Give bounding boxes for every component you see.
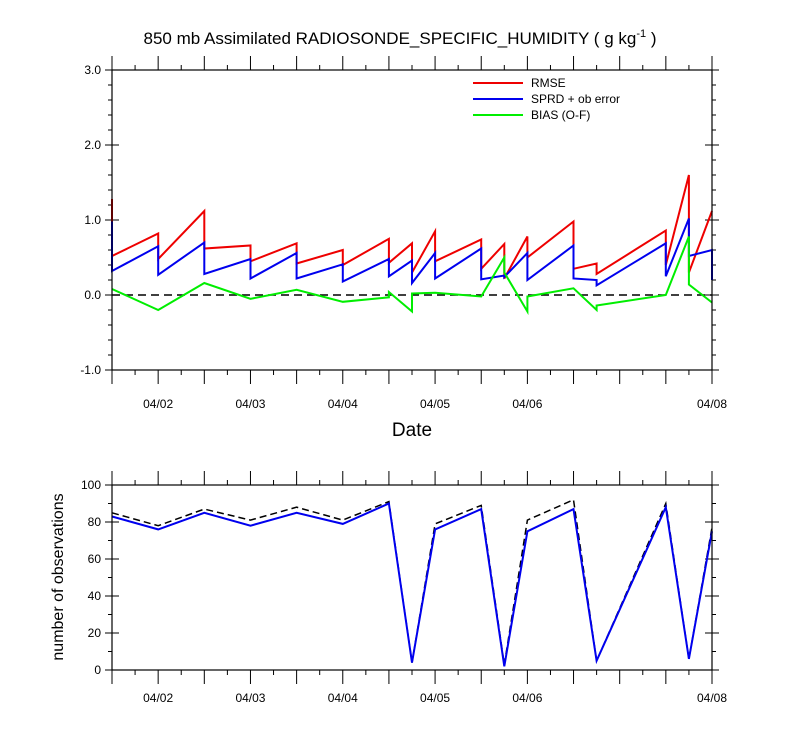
bottom-x-tick-label: 04/05 <box>420 691 450 705</box>
top-y-tick-label: 1.0 <box>84 213 101 227</box>
top-axis-ticks <box>105 56 719 384</box>
x-axis-label: Date <box>392 420 432 441</box>
bottom-x-tick-label: 04/08 <box>697 691 727 705</box>
top-plot-frame <box>111 69 713 371</box>
legend-label-bias: BIAS (O-F) <box>531 108 590 122</box>
series-line-sprd <box>111 218 713 288</box>
top-x-tick-label: 04/02 <box>143 397 173 411</box>
bottom-x-tick-label: 04/04 <box>328 691 358 705</box>
chart-title-text: 850 mb Assimilated RADIOSONDE_SPECIFIC_H… <box>144 29 637 48</box>
bottom-y-tick-label: 20 <box>88 626 102 640</box>
bottom-axis-labels: 0 20 40 60 80 100 04/02 04/03 04/04 04/05 04/06 04/… <box>81 478 727 705</box>
top-x-tick-label: 04/06 <box>512 397 542 411</box>
bottom-x-tick-label: 04/02 <box>143 691 173 705</box>
bottom-y-tick-label: 40 <box>88 589 102 603</box>
top-y-tick-label: 0.0 <box>84 288 101 302</box>
bottom-x-tick-label: 04/06 <box>512 691 542 705</box>
legend-label-rmse: RMSE <box>531 76 566 90</box>
top-axis-labels: -1.0 0.0 1.0 2.0 3.0 04/02 04/03 04/04 04/05 04/0… <box>80 63 727 411</box>
bottom-y-tick-label: 100 <box>81 478 101 492</box>
top-y-tick-label: -1.0 <box>80 363 101 377</box>
legend-label-sprd: SPRD + ob error <box>531 92 620 106</box>
chart-title-end: ) <box>646 29 656 48</box>
bottom-y-tick-label: 80 <box>88 515 102 529</box>
top-x-tick-label: 04/08 <box>697 397 727 411</box>
top-plot-series <box>111 174 713 316</box>
bottom-plot-frame <box>111 484 713 671</box>
series-line-bias <box>111 236 713 316</box>
top-y-tick-label: 3.0 <box>84 63 101 77</box>
chart-title: 850 mb Assimilated RADIOSONDE_SPECIFIC_H… <box>144 28 657 48</box>
top-x-tick-label: 04/05 <box>420 397 450 411</box>
obs-line-possible <box>111 498 713 665</box>
bottom-y-tick-label: 60 <box>88 552 102 566</box>
series-line-rmse <box>111 174 713 279</box>
top-y-tick-label: 2.0 <box>84 138 101 152</box>
bottom-x-tick-label: 04/03 <box>235 691 265 705</box>
bottom-plot-series <box>111 498 713 667</box>
top-x-tick-label: 04/04 <box>328 397 358 411</box>
chart-title-superscript: -1 <box>636 28 646 40</box>
bottom-y-tick-label: 0 <box>94 663 101 677</box>
legend: RMSE SPRD + ob error BIAS (O-F) <box>473 76 620 122</box>
bottom-axis-ticks <box>105 471 719 684</box>
top-x-tick-label: 04/03 <box>235 397 265 411</box>
obs-line-used <box>111 502 713 667</box>
y-axis-label-observations: number of observations <box>50 493 67 660</box>
